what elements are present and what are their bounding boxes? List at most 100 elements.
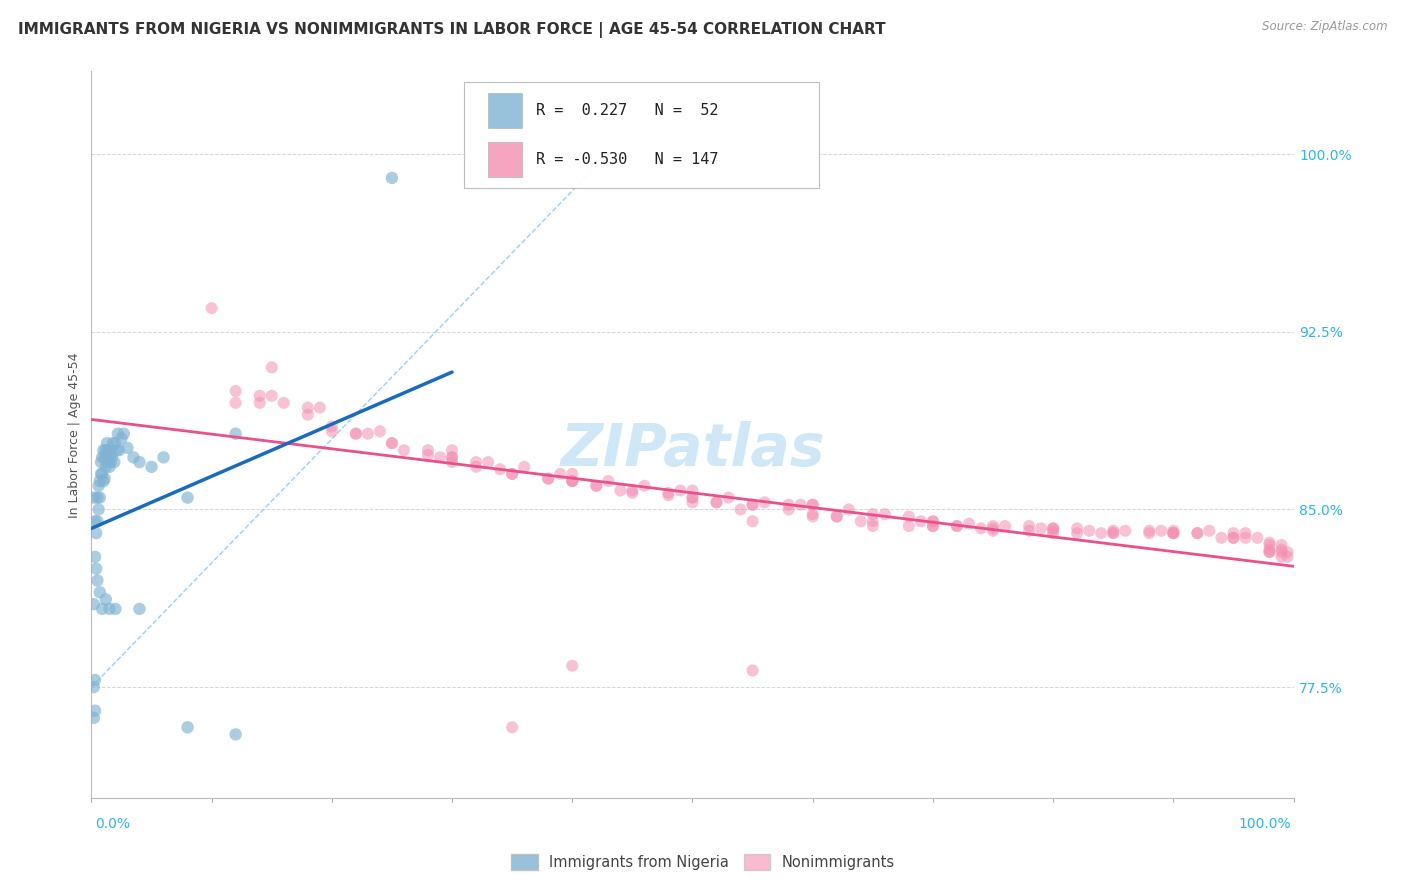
Point — [297, 401, 319, 415]
Point — [621, 483, 644, 498]
Point — [416, 443, 439, 458]
Point — [1066, 521, 1088, 535]
Point — [117, 441, 139, 455]
Point — [440, 455, 463, 469]
Point — [96, 455, 118, 469]
Point — [273, 396, 295, 410]
Point — [838, 502, 860, 516]
Point — [321, 419, 343, 434]
Point — [260, 389, 283, 403]
Point — [83, 680, 105, 694]
Point — [862, 507, 884, 521]
Point — [1258, 535, 1281, 549]
Point — [201, 301, 224, 315]
Point — [946, 519, 969, 533]
Point — [1102, 524, 1125, 538]
Point — [994, 519, 1017, 533]
Point — [778, 502, 800, 516]
Point — [585, 479, 607, 493]
Point — [392, 443, 415, 458]
Point — [93, 472, 115, 486]
Point — [429, 450, 451, 465]
Point — [1258, 542, 1281, 557]
Point — [825, 509, 848, 524]
Point — [1187, 526, 1209, 541]
Point — [681, 491, 703, 505]
Point — [440, 450, 463, 465]
Point — [89, 474, 111, 488]
Point — [789, 498, 811, 512]
Point — [1270, 542, 1292, 557]
Point — [1211, 531, 1233, 545]
Point — [681, 483, 703, 498]
Point — [416, 448, 439, 462]
Point — [741, 498, 763, 512]
Point — [90, 455, 112, 469]
Point — [1258, 545, 1281, 559]
Point — [89, 585, 111, 599]
Point — [1234, 531, 1257, 545]
Point — [873, 507, 896, 521]
Point — [93, 474, 115, 488]
Point — [94, 459, 117, 474]
Point — [308, 401, 330, 415]
Point — [1198, 524, 1220, 538]
Point — [910, 514, 932, 528]
Point — [862, 514, 884, 528]
Point — [609, 483, 631, 498]
Point — [83, 597, 105, 611]
Point — [1222, 531, 1244, 545]
Point — [101, 450, 124, 465]
Point — [1102, 526, 1125, 541]
Point — [108, 443, 131, 458]
Point — [741, 664, 763, 678]
Legend: Immigrants from Nigeria, Nonimmigrants: Immigrants from Nigeria, Nonimmigrants — [506, 848, 900, 876]
Point — [260, 360, 283, 375]
Point — [97, 443, 120, 458]
Point — [1029, 521, 1052, 535]
Point — [297, 408, 319, 422]
Point — [1161, 526, 1184, 541]
Point — [107, 426, 129, 441]
Point — [981, 521, 1004, 535]
Point — [1102, 526, 1125, 541]
Point — [717, 491, 740, 505]
Point — [946, 519, 969, 533]
Point — [465, 459, 488, 474]
Point — [98, 459, 121, 474]
Point — [1161, 526, 1184, 541]
Point — [489, 462, 512, 476]
Point — [83, 491, 105, 505]
Point — [225, 727, 247, 741]
Point — [561, 474, 583, 488]
Point — [344, 426, 367, 441]
Point — [681, 491, 703, 505]
Point — [100, 443, 122, 458]
Point — [93, 450, 115, 465]
Point — [706, 495, 728, 509]
Point — [96, 436, 118, 450]
Point — [1090, 526, 1112, 541]
Point — [84, 549, 107, 564]
Text: 100.0%: 100.0% — [1239, 817, 1291, 830]
Point — [548, 467, 571, 481]
Point — [561, 474, 583, 488]
Point — [1222, 531, 1244, 545]
Point — [357, 426, 380, 441]
Point — [657, 488, 679, 502]
Point — [1018, 519, 1040, 533]
Y-axis label: In Labor Force | Age 45-54: In Labor Force | Age 45-54 — [67, 352, 82, 517]
Text: ZIPatlas: ZIPatlas — [560, 421, 825, 478]
Point — [741, 514, 763, 528]
Point — [754, 495, 776, 509]
Point — [1222, 526, 1244, 541]
Text: R = -0.530   N = 147: R = -0.530 N = 147 — [536, 152, 718, 167]
Point — [440, 450, 463, 465]
Point — [1270, 538, 1292, 552]
Point — [801, 498, 824, 512]
Point — [176, 491, 198, 505]
Point — [105, 443, 128, 458]
Point — [501, 467, 523, 481]
Point — [110, 431, 132, 445]
Point — [98, 602, 121, 616]
